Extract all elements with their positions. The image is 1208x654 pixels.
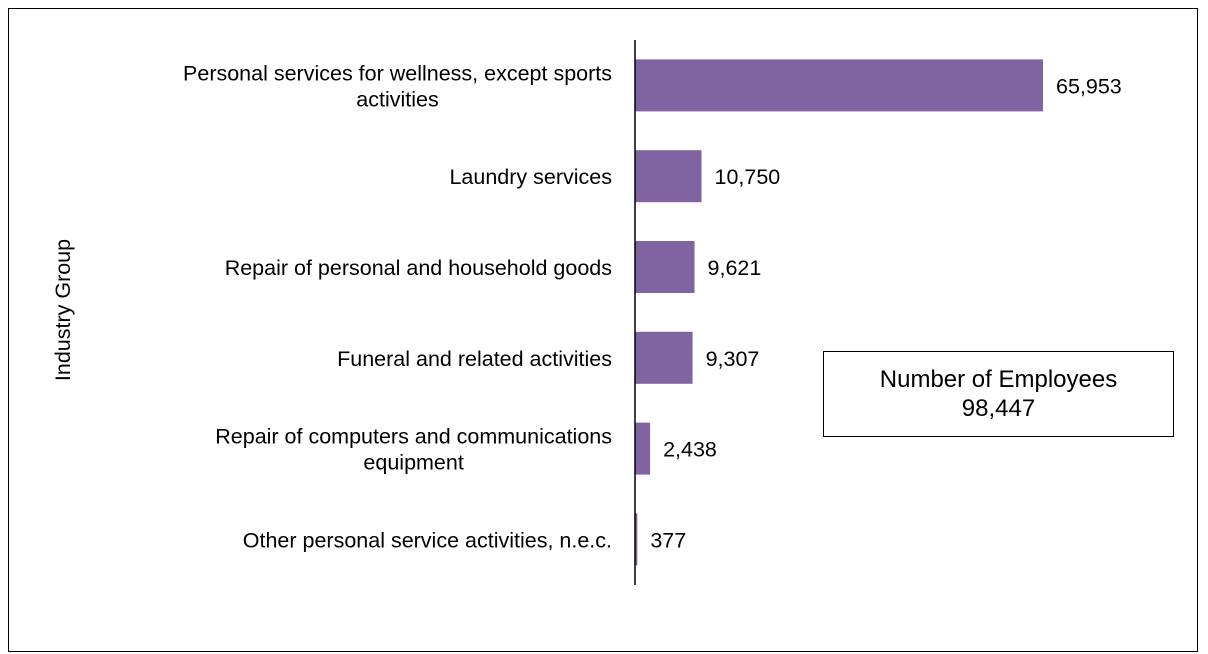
- data-label: 2,438: [663, 438, 717, 462]
- bar: [635, 241, 695, 293]
- bar: [635, 150, 702, 203]
- data-label: 9,621: [708, 256, 762, 280]
- category-label: Repair of computers and communications: [215, 425, 612, 449]
- category-label: Other personal service activities, n.e.c…: [243, 528, 612, 552]
- category-label: Funeral and related activities: [337, 347, 612, 371]
- bar: [635, 59, 1043, 112]
- bar: [635, 331, 693, 384]
- y-axis-title: Industry Group: [51, 239, 75, 381]
- summary-value: 98,447: [961, 395, 1036, 422]
- category-label: activities: [356, 87, 438, 111]
- bar: [635, 422, 651, 475]
- data-label: 65,953: [1056, 74, 1122, 98]
- category-label: Repair of personal and household goods: [225, 256, 612, 280]
- data-label: 377: [650, 528, 686, 552]
- data-label: 10,750: [715, 165, 781, 189]
- category-label: equipment: [363, 451, 463, 475]
- data-label: 9,307: [706, 347, 760, 371]
- chart-frame: [8, 8, 1198, 652]
- category-label: Personal services for wellness, except s…: [183, 61, 612, 85]
- summary-label: Number of Employees: [879, 366, 1118, 393]
- summary-box: Number of Employees 98,447: [823, 351, 1174, 437]
- bar: [635, 513, 638, 566]
- category-label: Laundry services: [449, 165, 612, 189]
